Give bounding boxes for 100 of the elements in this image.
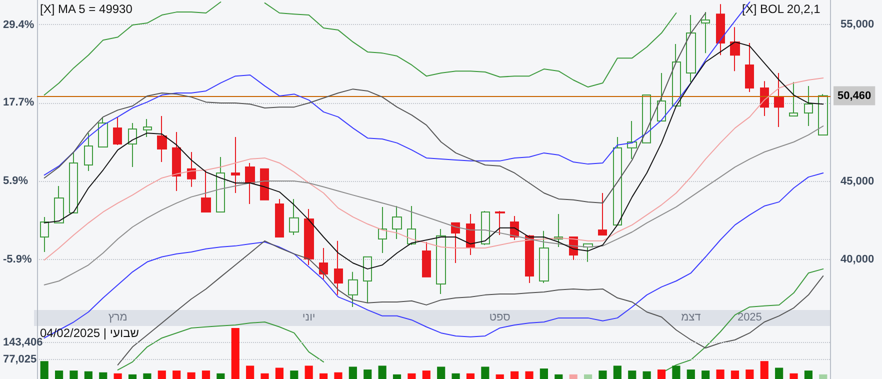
bar (422, 370, 430, 379)
candlestick (319, 247, 328, 280)
bar (364, 370, 372, 379)
candlestick (818, 94, 828, 136)
candlestick (804, 85, 813, 127)
candlestick (436, 228, 446, 294)
bar (70, 370, 78, 379)
bar (84, 371, 92, 379)
candlestick (157, 116, 167, 163)
bar (231, 328, 240, 379)
bar (40, 361, 48, 379)
bar (481, 366, 490, 379)
candlestick (54, 185, 64, 224)
candlestick (275, 198, 284, 238)
candlestick (289, 198, 299, 236)
candlestick (128, 122, 137, 168)
candlestick (539, 230, 549, 284)
y-tick-label: 45,000 (840, 175, 874, 188)
candlestick (172, 131, 181, 192)
bar (746, 370, 754, 379)
candlestick (422, 242, 431, 278)
bar (730, 370, 740, 379)
candlestick (745, 42, 754, 93)
y2-tick-label: -5.9% (3, 254, 32, 266)
candlestick (231, 136, 240, 194)
candlestick (774, 72, 784, 128)
bar (392, 374, 402, 379)
bar (613, 366, 622, 379)
bar (510, 371, 519, 379)
bar (55, 370, 64, 379)
candlestick (701, 12, 710, 54)
bar (320, 373, 328, 379)
candlestick (451, 222, 460, 264)
candlestick (216, 156, 225, 212)
candlestick (495, 210, 505, 236)
annotation: [X] MA 5 = 49930 (40, 2, 133, 16)
candlestick (642, 94, 651, 144)
bar (657, 370, 666, 379)
bar (260, 373, 269, 379)
bar (702, 370, 710, 379)
bar (290, 370, 298, 379)
bar (158, 370, 166, 379)
bar (128, 374, 137, 379)
bar (275, 368, 284, 379)
bar (628, 370, 636, 379)
candlestick (686, 14, 696, 83)
y-tick-label: 77,025 (3, 353, 37, 366)
candlestick (245, 162, 255, 204)
bar (466, 373, 475, 379)
candlestick (363, 256, 372, 304)
bar (348, 366, 357, 379)
candlestick (348, 271, 358, 308)
candlestick (40, 216, 49, 253)
bar (99, 372, 108, 379)
bar (760, 361, 768, 379)
candlestick (657, 72, 666, 122)
x-tick-label: דצמ (681, 312, 701, 324)
y2-tick-label: 17.7% (3, 96, 34, 109)
bar (437, 366, 446, 379)
bar (114, 373, 122, 379)
x-tick-label: יוני (302, 312, 316, 324)
line-series (44, 77, 824, 261)
candlestick (672, 43, 681, 106)
bar (216, 373, 225, 379)
candlestick (304, 208, 314, 266)
bar (554, 374, 563, 379)
y2-tick-label: 5.9% (3, 175, 28, 188)
bar (378, 366, 386, 379)
candlestick (98, 116, 108, 148)
line-series (44, 41, 824, 270)
candlestick (187, 152, 196, 188)
candlestick (598, 192, 607, 236)
bar (334, 372, 342, 379)
candlestick (716, 4, 725, 56)
bar (716, 370, 724, 379)
candlestick (143, 118, 152, 138)
candlestick (378, 206, 387, 254)
candlestick (201, 170, 211, 212)
bar (569, 374, 578, 379)
candlestick (525, 234, 534, 284)
x-tick-label: מרץ (108, 312, 128, 324)
ref-line-label: 50,460 (838, 90, 872, 102)
candlestick (334, 240, 343, 296)
candlestick (789, 82, 798, 116)
y-tick-label: 143,406 (3, 336, 43, 348)
x-tick-label: 2025 (737, 312, 762, 324)
y-tick-label: 55,000 (840, 18, 874, 31)
bar (187, 372, 196, 379)
candlestick (554, 214, 563, 248)
bar (775, 368, 784, 379)
bar (540, 368, 548, 379)
candlestick (613, 136, 622, 226)
bar (246, 366, 254, 379)
candlestick (84, 132, 93, 172)
bar (819, 374, 828, 379)
bar (408, 373, 416, 379)
candlestick (407, 206, 416, 246)
x-tick-label: ספט (489, 312, 510, 324)
bar (172, 370, 181, 379)
bar (790, 373, 798, 379)
